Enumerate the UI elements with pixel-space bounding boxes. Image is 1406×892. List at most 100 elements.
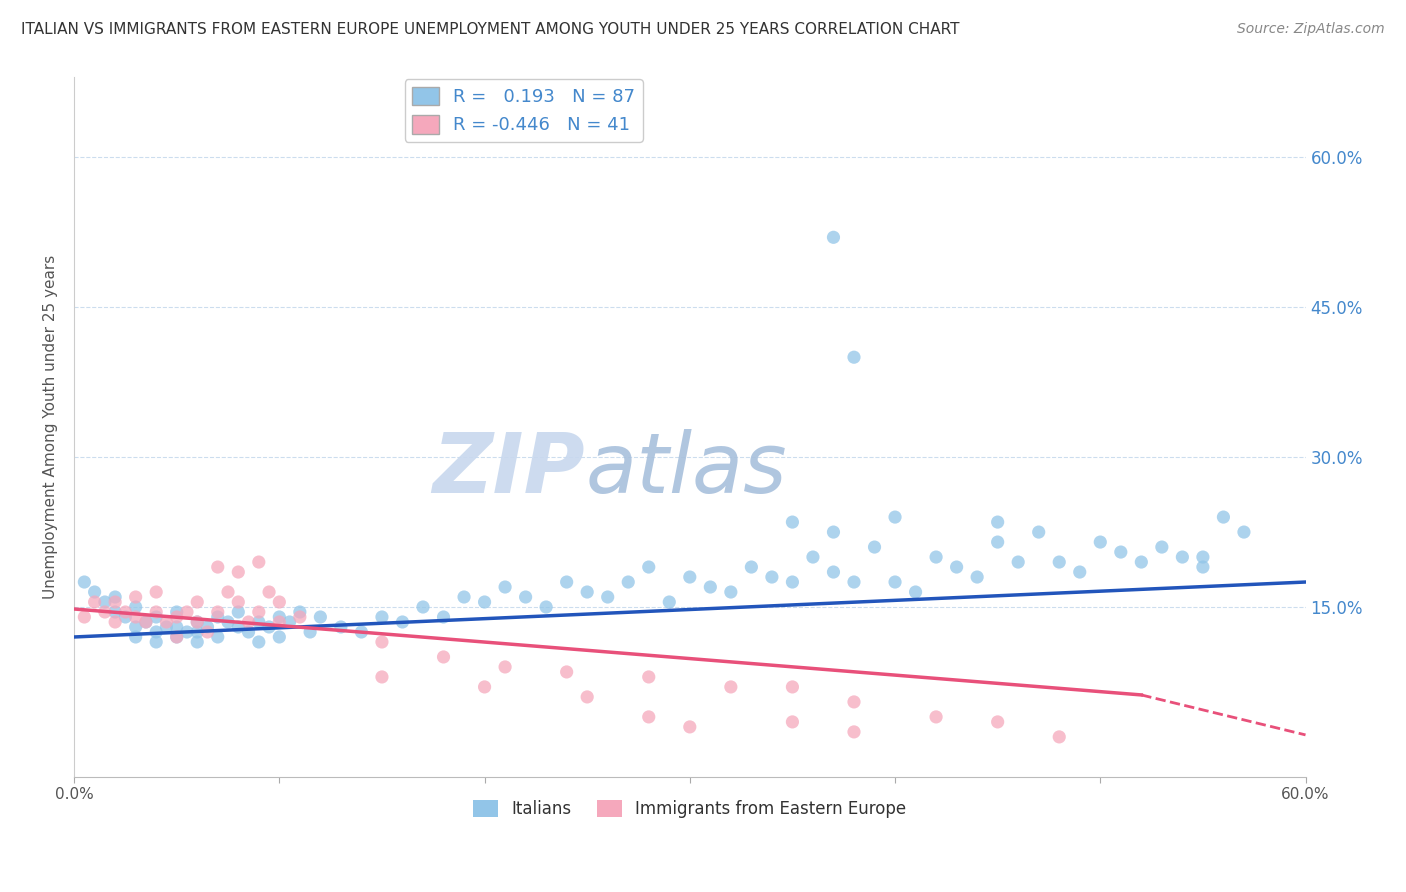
Point (207, 605, 229, 619)
Point (371, 635, 394, 649)
Point (782, 574, 804, 589)
Point (186, 615, 208, 629)
Point (145, 610, 167, 624)
Point (83, 585, 105, 599)
Point (679, 720, 702, 734)
Point (329, 620, 352, 634)
Point (1028, 524, 1050, 539)
Point (945, 560, 967, 574)
Point (269, 595, 291, 609)
Point (350, 625, 373, 640)
Point (114, 605, 136, 619)
Point (801, 549, 824, 564)
Point (155, 620, 177, 634)
Y-axis label: Unemployment Among Youth under 25 years: Unemployment Among Youth under 25 years (44, 255, 58, 599)
Text: Source: ZipAtlas.com: Source: ZipAtlas.com (1237, 22, 1385, 37)
Point (104, 595, 127, 609)
Point (371, 670, 394, 684)
Point (73, 610, 96, 624)
Point (637, 670, 659, 684)
Point (247, 555, 270, 569)
Point (842, 695, 865, 709)
Point (186, 615, 208, 629)
Point (83, 595, 105, 609)
Point (226, 565, 249, 579)
Point (145, 625, 167, 640)
Point (782, 515, 804, 529)
Point (884, 510, 907, 524)
Point (186, 635, 208, 649)
Point (925, 710, 948, 724)
Point (207, 630, 229, 644)
Point (217, 585, 239, 599)
Point (966, 570, 988, 584)
Point (371, 610, 394, 624)
Point (453, 590, 475, 604)
Point (1150, 540, 1173, 554)
Text: ZIP: ZIP (433, 429, 585, 509)
Text: ITALIAN VS IMMIGRANTS FROM EASTERN EUROPE UNEMPLOYMENT AMONG YOUTH UNDER 25 YEAR: ITALIAN VS IMMIGRANTS FROM EASTERN EUROP… (21, 22, 959, 37)
Point (637, 710, 659, 724)
Point (114, 610, 136, 624)
Point (782, 714, 804, 729)
Point (617, 574, 640, 589)
Point (104, 615, 127, 629)
Point (207, 610, 229, 624)
Point (1069, 565, 1091, 579)
Point (104, 590, 127, 604)
Point (217, 615, 239, 629)
Point (166, 610, 188, 624)
Point (257, 585, 280, 599)
Point (823, 230, 845, 244)
Point (699, 580, 721, 594)
Point (94, 605, 117, 619)
Point (145, 605, 167, 619)
Point (197, 620, 219, 634)
Point (269, 615, 291, 629)
Point (555, 665, 578, 679)
Point (247, 635, 270, 649)
Point (904, 585, 927, 599)
Point (166, 630, 188, 644)
Point (186, 595, 208, 609)
Point (124, 610, 146, 624)
Point (124, 590, 146, 604)
Point (299, 625, 322, 640)
Point (720, 585, 742, 599)
Point (288, 610, 311, 624)
Point (226, 620, 249, 634)
Point (842, 574, 865, 589)
Point (166, 630, 188, 644)
Point (1130, 555, 1153, 569)
Point (145, 585, 167, 599)
Point (720, 680, 742, 694)
Point (842, 725, 865, 739)
Point (1192, 549, 1215, 564)
Point (197, 625, 219, 640)
Point (186, 625, 208, 640)
Legend: Italians, Immigrants from Eastern Europe: Italians, Immigrants from Eastern Europe (467, 793, 912, 824)
Point (1192, 560, 1215, 574)
Point (515, 590, 537, 604)
Point (576, 585, 599, 599)
Point (309, 610, 332, 624)
Point (155, 615, 177, 629)
Point (494, 580, 516, 594)
Point (884, 574, 907, 589)
Point (842, 350, 865, 364)
Point (596, 590, 619, 604)
Point (432, 610, 454, 624)
Point (740, 560, 762, 574)
Point (135, 615, 157, 629)
Point (1109, 545, 1132, 559)
Point (278, 615, 301, 629)
Point (288, 605, 311, 619)
Point (474, 680, 496, 694)
Point (1233, 524, 1256, 539)
Point (987, 714, 1010, 729)
Point (176, 625, 198, 640)
Point (391, 615, 413, 629)
Point (432, 650, 454, 665)
Point (104, 605, 127, 619)
Point (166, 620, 188, 634)
